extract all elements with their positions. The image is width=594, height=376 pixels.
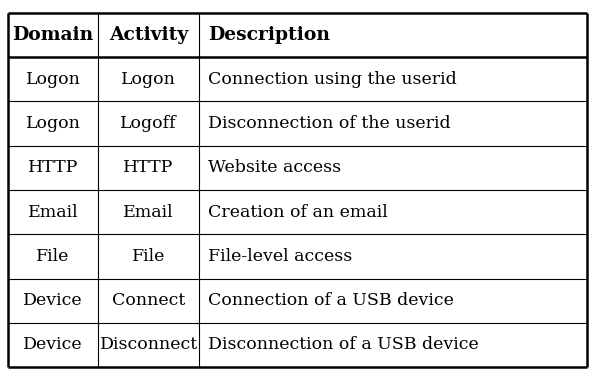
Text: Creation of an email: Creation of an email <box>208 203 388 221</box>
Text: Email: Email <box>28 203 78 221</box>
Text: Website access: Website access <box>208 159 341 176</box>
Text: Disconnection of the userid: Disconnection of the userid <box>208 115 450 132</box>
Text: Activity: Activity <box>109 26 188 44</box>
Text: Domain: Domain <box>12 26 94 44</box>
Text: Logon: Logon <box>121 71 176 88</box>
Text: Device: Device <box>23 337 83 353</box>
Text: Description: Description <box>208 26 330 44</box>
Text: File-level access: File-level access <box>208 248 352 265</box>
Text: HTTP: HTTP <box>124 159 174 176</box>
Text: Disconnect: Disconnect <box>100 337 198 353</box>
Text: Disconnection of a USB device: Disconnection of a USB device <box>208 337 479 353</box>
Text: Logoff: Logoff <box>121 115 177 132</box>
Text: Logon: Logon <box>26 71 81 88</box>
Text: Email: Email <box>124 203 174 221</box>
Text: HTTP: HTTP <box>28 159 78 176</box>
Text: File: File <box>36 248 70 265</box>
Text: Device: Device <box>23 292 83 309</box>
Text: File: File <box>132 248 165 265</box>
Text: Logon: Logon <box>26 115 81 132</box>
Text: Connection of a USB device: Connection of a USB device <box>208 292 454 309</box>
Text: Connection using the userid: Connection using the userid <box>208 71 457 88</box>
Text: Connect: Connect <box>112 292 185 309</box>
